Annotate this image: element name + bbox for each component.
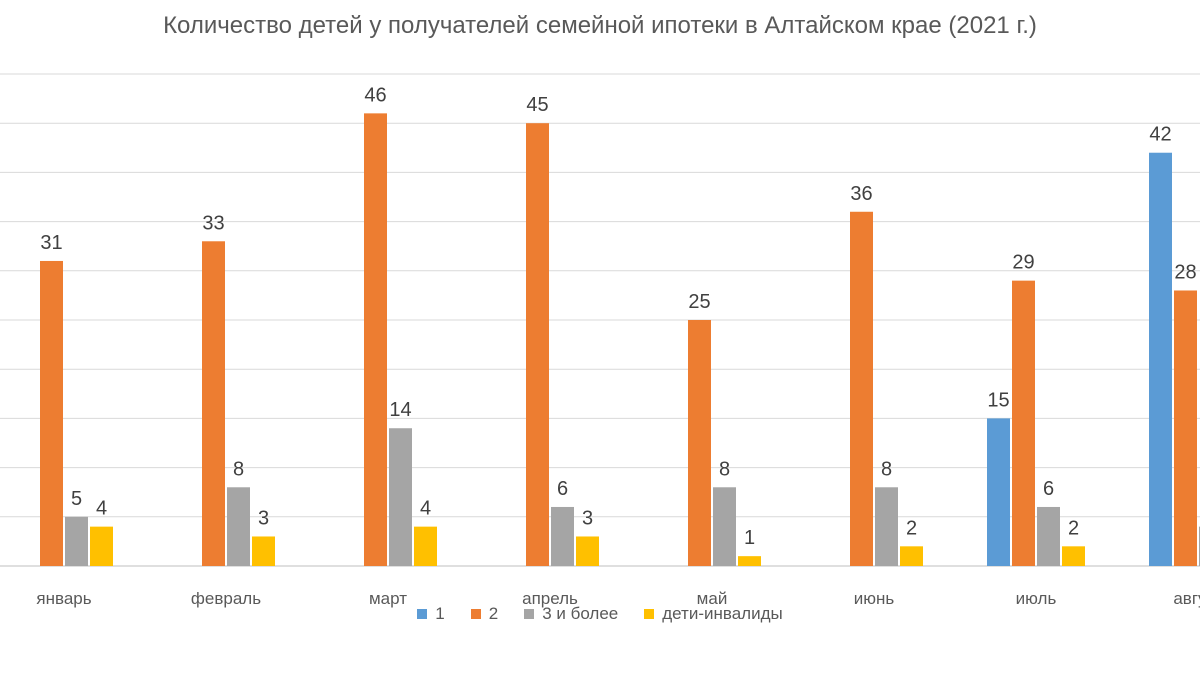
data-label: 2 <box>1068 517 1079 539</box>
data-label: 36 <box>850 183 872 205</box>
data-label: 4 <box>420 498 431 520</box>
bar <box>414 526 437 566</box>
bar <box>1062 546 1085 566</box>
data-label: 5 <box>71 488 82 510</box>
legend-item: 2 <box>470 604 499 624</box>
legend-label: 3 и более <box>542 604 619 623</box>
bar <box>202 241 225 566</box>
x-tick-label: июнь <box>854 589 895 608</box>
data-label: 8 <box>881 458 892 480</box>
bar <box>688 320 711 566</box>
chart-title: Количество детей у получателей семейной … <box>163 12 1037 39</box>
x-tick-label: май <box>697 589 728 608</box>
bar <box>227 487 250 566</box>
data-label: 2 <box>906 517 917 539</box>
x-tick-label: март <box>369 589 407 608</box>
data-label: 6 <box>1043 478 1054 500</box>
data-label: 29 <box>1012 252 1034 274</box>
chart-legend: 1 2 3 и более дети-инвалиды <box>0 604 1200 624</box>
data-label: 8 <box>719 458 730 480</box>
bar <box>551 506 574 566</box>
bar <box>40 260 63 566</box>
data-label: 33 <box>202 212 224 234</box>
data-label: 4 <box>96 498 107 520</box>
bar <box>1149 152 1172 566</box>
legend-label: дети-инвалиды <box>662 604 783 623</box>
x-tick-label: февраль <box>191 589 261 608</box>
data-label: 6 <box>557 478 568 500</box>
bar <box>1037 506 1060 566</box>
x-tick-label: август <box>1173 589 1200 608</box>
data-label: 28 <box>1174 261 1196 283</box>
data-label: 45 <box>526 94 548 116</box>
data-label: 1 <box>744 527 755 549</box>
legend-label: 1 <box>435 604 445 623</box>
data-label: 25 <box>688 291 710 313</box>
legend-label: 2 <box>488 604 499 623</box>
x-tick-label: апрель <box>522 589 578 608</box>
legend-swatch <box>470 609 481 619</box>
bar <box>364 113 387 567</box>
bar <box>850 211 873 566</box>
data-label: 15 <box>987 389 1009 411</box>
bar <box>738 556 761 566</box>
data-label: 31 <box>40 232 62 254</box>
bar <box>900 546 923 566</box>
bar <box>875 487 898 566</box>
data-label: 3 <box>258 507 269 529</box>
bar <box>526 123 549 566</box>
legend-item: 1 <box>417 604 445 624</box>
x-tick-label: январь <box>36 589 91 608</box>
data-label: 42 <box>1149 124 1171 146</box>
legend-item: дети-инвалиды <box>644 604 783 624</box>
legend-item: 3 и более <box>524 604 618 624</box>
data-label: 3 <box>582 507 593 529</box>
legend-swatch <box>644 609 655 619</box>
data-label: 14 <box>389 399 411 421</box>
bar <box>90 526 113 566</box>
legend-swatch <box>524 609 535 619</box>
bar <box>252 536 275 566</box>
data-label: 8 <box>233 458 244 480</box>
x-tick-label: июль <box>1016 589 1057 608</box>
bar <box>1012 280 1035 566</box>
bar <box>1174 290 1197 566</box>
bar <box>713 487 736 566</box>
data-label: 46 <box>364 84 386 106</box>
bar <box>576 536 599 566</box>
bar <box>389 428 412 566</box>
legend-swatch <box>417 609 428 619</box>
bar <box>65 516 88 566</box>
bar <box>987 418 1010 566</box>
